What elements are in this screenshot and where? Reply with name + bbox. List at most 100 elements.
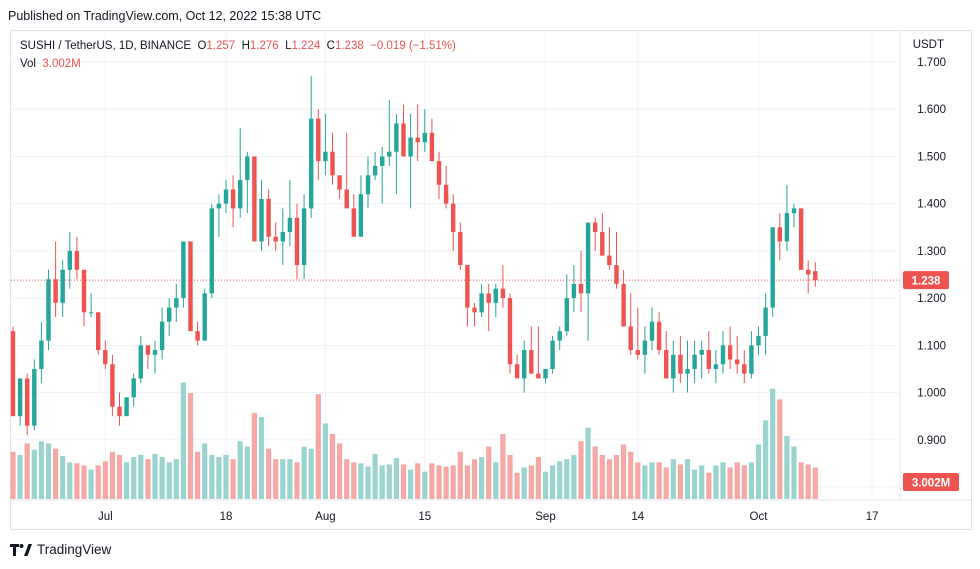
candle-body[interactable]	[401, 123, 406, 157]
candle-body[interactable]	[621, 283, 626, 327]
candle-body[interactable]	[550, 340, 555, 369]
candle-body[interactable]	[181, 241, 186, 299]
candle-body[interactable]	[458, 232, 463, 266]
candle-body[interactable]	[600, 232, 605, 256]
candle-body[interactable]	[664, 350, 669, 379]
candle-body[interactable]	[110, 364, 115, 407]
candle-body[interactable]	[536, 373, 541, 379]
candle-body[interactable]	[53, 279, 58, 303]
candle-body[interactable]	[479, 293, 484, 313]
candle-body[interactable]	[642, 340, 648, 355]
candle-body[interactable]	[635, 350, 640, 355]
candle-body[interactable]	[813, 271, 818, 281]
candle-body[interactable]	[436, 161, 442, 185]
candle-body[interactable]	[74, 250, 80, 270]
candle-body[interactable]	[720, 345, 726, 365]
candle-body[interactable]	[67, 250, 72, 270]
candle-body[interactable]	[628, 326, 633, 351]
candle-body[interactable]	[713, 364, 719, 369]
candle-body[interactable]	[763, 307, 768, 336]
candle-body[interactable]	[656, 321, 662, 351]
tradingview-logo[interactable]: TradingView	[10, 542, 111, 557]
candle-body[interactable]	[578, 283, 584, 294]
candle-body[interactable]	[195, 331, 200, 341]
candle-body[interactable]	[649, 321, 655, 341]
candle-body[interactable]	[451, 203, 456, 232]
candle-body[interactable]	[124, 397, 129, 417]
candle-body[interactable]	[167, 307, 172, 322]
candle-body[interactable]	[522, 350, 527, 379]
candle-body[interactable]	[443, 184, 449, 204]
candle-body[interactable]	[88, 312, 94, 314]
candle-body[interactable]	[152, 350, 158, 355]
candle-body[interactable]	[465, 265, 470, 308]
candle-body[interactable]	[472, 307, 477, 313]
candle-body[interactable]	[429, 132, 435, 162]
candle-body[interactable]	[287, 217, 293, 232]
candle-body[interactable]	[777, 227, 782, 242]
candle-body[interactable]	[756, 335, 761, 346]
candle-body[interactable]	[60, 269, 65, 303]
candle-body[interactable]	[749, 345, 754, 374]
candle-body[interactable]	[742, 364, 747, 374]
candle-body[interactable]	[692, 354, 697, 369]
candle-body[interactable]	[543, 368, 548, 379]
candle-body[interactable]	[770, 227, 775, 308]
candle-body[interactable]	[301, 208, 307, 266]
candle-body[interactable]	[571, 283, 577, 299]
candle-body[interactable]	[245, 156, 250, 181]
candle-body[interactable]	[422, 132, 427, 143]
candle-body[interactable]	[415, 137, 420, 143]
candle-body[interactable]	[266, 198, 271, 237]
candle-body[interactable]	[316, 118, 321, 162]
candle-body[interactable]	[273, 236, 278, 242]
candle-body[interactable]	[358, 194, 364, 237]
candle-body[interactable]	[735, 359, 740, 365]
candle-body[interactable]	[131, 378, 136, 398]
candle-body[interactable]	[365, 175, 371, 195]
candle-body[interactable]	[564, 298, 569, 332]
candle-body[interactable]	[529, 350, 534, 374]
candle-body[interactable]	[238, 180, 243, 209]
candle-body[interactable]	[408, 137, 413, 157]
candle-body[interactable]	[380, 156, 385, 166]
candle-body[interactable]	[259, 198, 264, 242]
candle-body[interactable]	[294, 217, 300, 266]
candle-body[interactable]	[202, 293, 207, 341]
candle-body[interactable]	[798, 208, 804, 270]
candle-body[interactable]	[117, 406, 122, 417]
candle-body[interactable]	[39, 340, 44, 369]
candle-body[interactable]	[17, 378, 23, 417]
candle-body[interactable]	[387, 151, 392, 157]
candle-body[interactable]	[174, 298, 179, 308]
candle-body[interactable]	[372, 165, 378, 176]
candle-body[interactable]	[46, 279, 51, 341]
candle-body[interactable]	[252, 156, 257, 242]
candle-body[interactable]	[351, 208, 356, 237]
candle-body[interactable]	[330, 151, 335, 176]
candle-body[interactable]	[806, 269, 811, 275]
candle-body[interactable]	[209, 208, 214, 294]
candle-body[interactable]	[32, 368, 37, 426]
candle-body[interactable]	[585, 222, 591, 294]
symbol-label[interactable]: SUSHI / TetherUS, 1D, BINANCE	[20, 40, 192, 52]
candle-body[interactable]	[81, 269, 87, 313]
candle-body[interactable]	[145, 345, 151, 355]
candle-body[interactable]	[25, 378, 30, 426]
candle-body[interactable]	[96, 312, 101, 351]
candle-body[interactable]	[685, 368, 690, 374]
candle-body[interactable]	[671, 354, 676, 379]
candle-body[interactable]	[557, 331, 562, 341]
candle-body[interactable]	[678, 354, 683, 374]
candle-body[interactable]	[337, 175, 342, 190]
candle-body[interactable]	[784, 213, 790, 242]
candle-body[interactable]	[10, 331, 16, 417]
candle-body[interactable]	[791, 208, 797, 214]
candle-body[interactable]	[486, 293, 491, 303]
candle-body[interactable]	[323, 151, 328, 162]
candle-body[interactable]	[138, 345, 143, 379]
candle-body[interactable]	[493, 288, 498, 303]
candle-body[interactable]	[507, 298, 513, 365]
chart-frame[interactable]	[10, 30, 972, 530]
candle-body[interactable]	[394, 123, 399, 152]
